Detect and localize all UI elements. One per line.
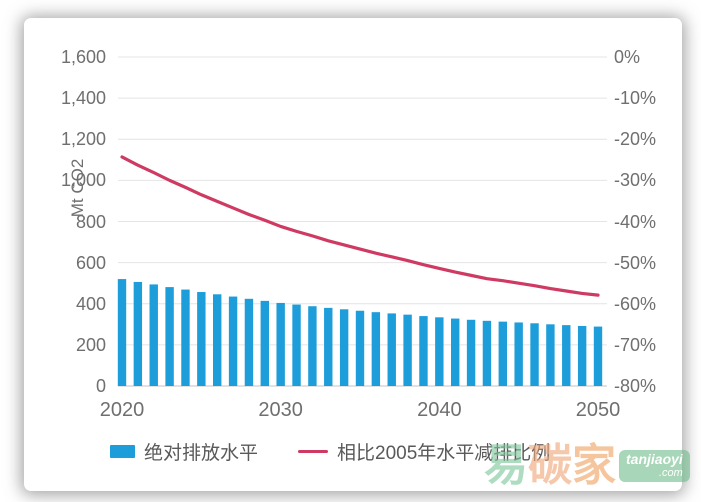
y-left-tick: 1,400 bbox=[60, 88, 106, 109]
bar-series-swatch-icon bbox=[110, 444, 135, 458]
y-right-tick: -10% bbox=[614, 88, 657, 109]
y-right-tick: -20% bbox=[614, 129, 657, 150]
emission-bar bbox=[451, 318, 460, 386]
y-right-tick: -30% bbox=[614, 170, 657, 191]
emission-bar bbox=[308, 306, 317, 386]
watermark-badge-line1: tanjiaoyi bbox=[626, 451, 683, 467]
emission-bar bbox=[593, 326, 603, 386]
reduction-line bbox=[120, 155, 600, 297]
y-right-tick-labels: 0% -10% -20% -30% -40% -50% -60% -70% -80% bbox=[614, 47, 682, 396]
y-left-tick: 800 bbox=[75, 211, 106, 232]
y-right-tick: -60% bbox=[614, 293, 657, 314]
emission-bar bbox=[514, 322, 523, 386]
emission-bar bbox=[339, 309, 349, 386]
legend: 绝对排放水平 相比2005年水平减排比例 bbox=[110, 437, 550, 465]
emission-bar bbox=[498, 321, 507, 386]
emission-bar bbox=[435, 317, 444, 386]
emission-bar bbox=[197, 292, 206, 386]
legend-item-bars: 绝对排放水平 bbox=[110, 438, 258, 465]
x-tick: 2040 bbox=[417, 399, 462, 421]
emission-bar bbox=[149, 284, 158, 386]
y-left-tick-labels: 1,600 1,400 1,200 1,000 800 600 400 200 0 bbox=[24, 47, 106, 396]
y-right-tick: -80% bbox=[614, 376, 657, 396]
x-tick: 2030 bbox=[258, 399, 303, 421]
legend-label-line: 相比2005年水平减排比例 bbox=[337, 442, 551, 464]
emission-bar bbox=[276, 302, 285, 386]
emission-bar bbox=[324, 307, 333, 386]
chart-card: Mt CO2 1,600 1,400 1,200 1,000 800 600 400 200 0… bbox=[24, 18, 690, 491]
emission-bar bbox=[117, 279, 127, 386]
emission-bar bbox=[546, 324, 555, 386]
emission-bar bbox=[260, 300, 269, 386]
emission-bar bbox=[292, 304, 301, 386]
y-left-tick: 600 bbox=[75, 252, 106, 273]
y-right-tick: 0% bbox=[614, 47, 641, 67]
emission-bar bbox=[530, 323, 539, 386]
y-left-tick: 1,000 bbox=[60, 170, 106, 191]
emission-bar bbox=[562, 325, 571, 386]
chart-canvas bbox=[117, 56, 607, 387]
emission-bar bbox=[577, 325, 587, 386]
emission-bar bbox=[466, 319, 476, 386]
line-series-swatch-icon bbox=[298, 449, 329, 453]
emission-bar bbox=[403, 314, 412, 386]
y-right-tick: -40% bbox=[614, 211, 657, 232]
y-right-tick: -70% bbox=[614, 334, 657, 355]
x-tick: 2020 bbox=[99, 399, 145, 421]
watermark-badge: tanjiaoyi .com bbox=[619, 450, 690, 482]
y-left-tick: 1,200 bbox=[60, 129, 106, 150]
emission-bar bbox=[371, 312, 381, 386]
emission-bar bbox=[228, 296, 238, 386]
emission-bar bbox=[482, 320, 492, 386]
legend-item-line: 相比2005年水平减排比例 bbox=[298, 438, 550, 465]
emission-bar bbox=[133, 281, 143, 386]
emission-bar bbox=[244, 298, 254, 386]
watermark-char-3: 家 bbox=[572, 441, 616, 490]
y-left-tick: 1,600 bbox=[60, 47, 106, 67]
emission-bar bbox=[355, 310, 365, 386]
emission-bar bbox=[165, 287, 174, 386]
y-left-tick: 400 bbox=[75, 293, 106, 314]
x-tick: 2050 bbox=[575, 399, 621, 421]
emission-bar bbox=[387, 313, 396, 386]
plot-area bbox=[117, 56, 607, 387]
y-left-tick: 0 bbox=[95, 376, 106, 396]
legend-label-bars: 绝对排放水平 bbox=[144, 442, 259, 464]
y-right-tick: -50% bbox=[614, 252, 657, 273]
emission-bar bbox=[181, 289, 190, 386]
emission-bar bbox=[419, 316, 428, 386]
x-tick-labels: 2020 2030 2040 2050 bbox=[24, 399, 682, 425]
watermark-badge-line2: .com bbox=[658, 467, 683, 479]
y-left-tick: 200 bbox=[75, 334, 106, 355]
emission-bar bbox=[213, 294, 222, 386]
